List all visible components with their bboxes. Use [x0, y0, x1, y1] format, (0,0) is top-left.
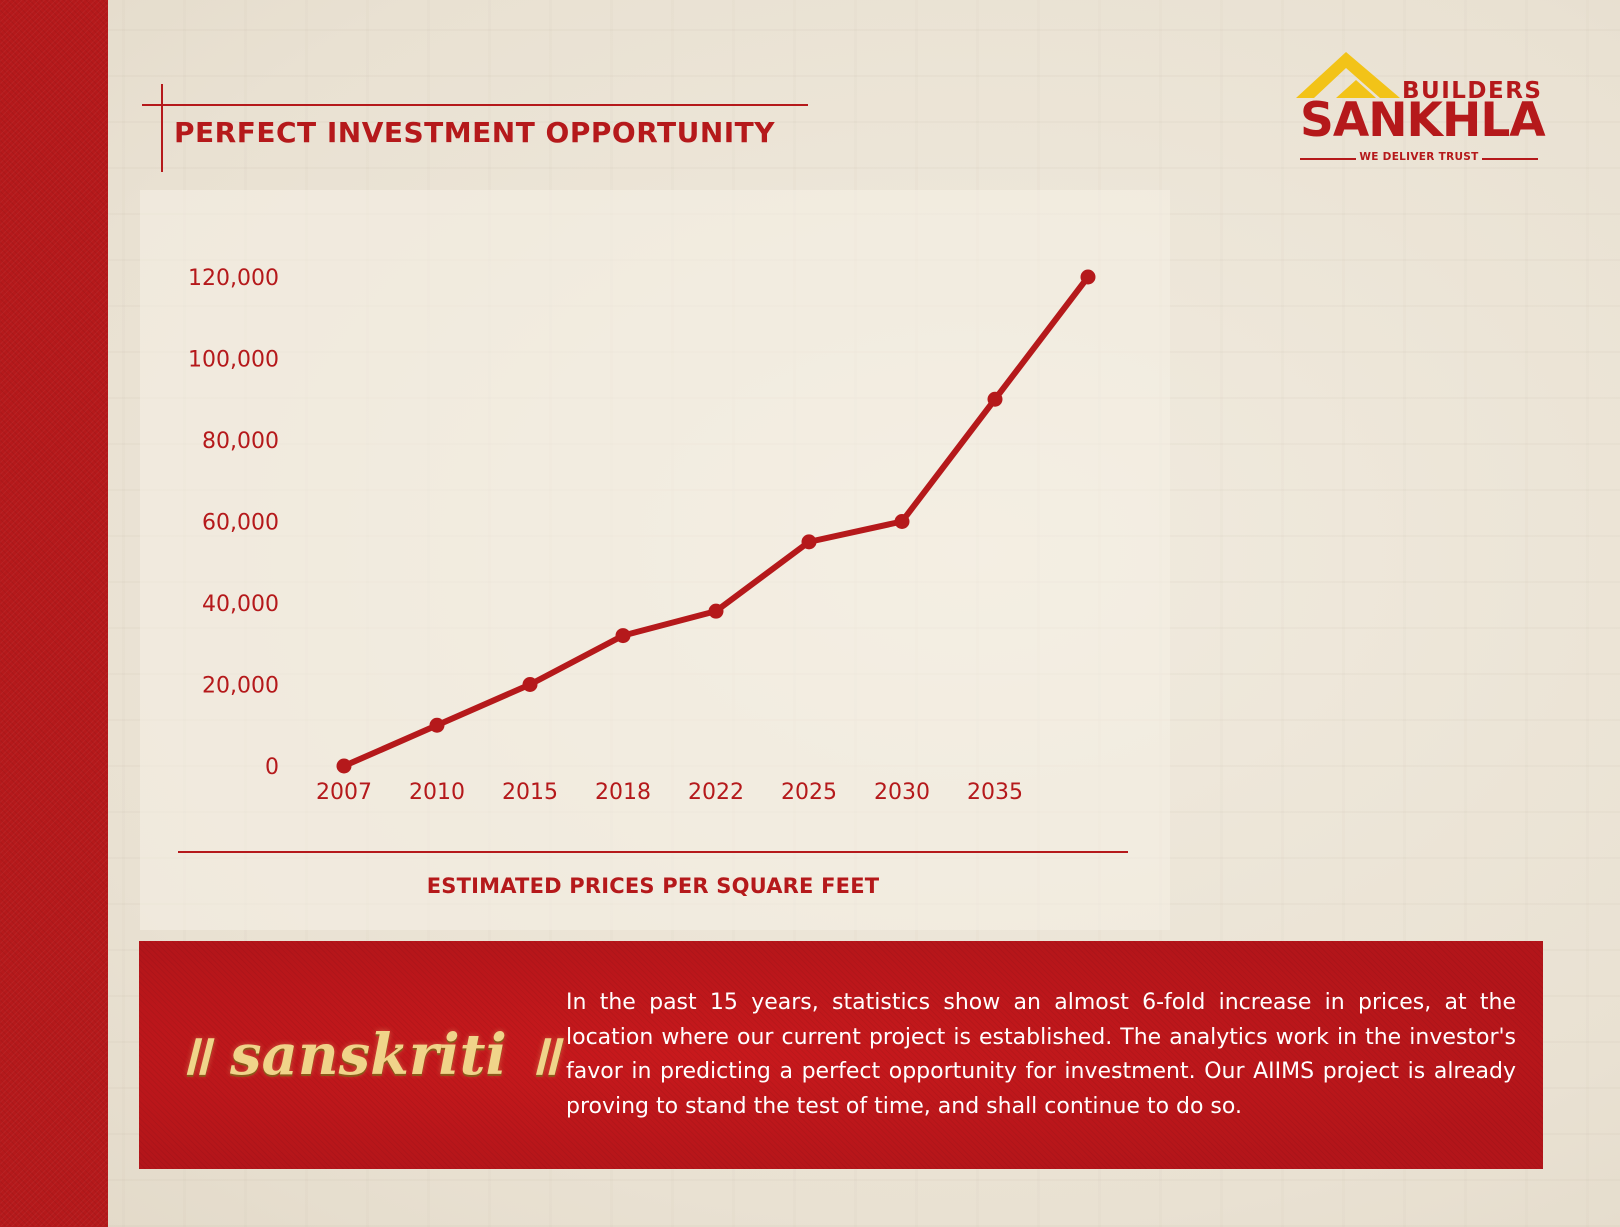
data-point [429, 717, 445, 733]
series-line [341, 274, 1091, 769]
logo-top-word: BUILDERS [1402, 78, 1543, 104]
logo-tagline: WE DELIVER TRUST [1359, 151, 1479, 163]
page-title: PERFECT INVESTMENT OPPORTUNITY [174, 116, 776, 149]
logo-name: SANKHLA [1300, 93, 1546, 148]
x-tick-label: 2025 [781, 780, 837, 805]
y-tick-label: 60,000 [202, 511, 279, 536]
chart-caption: ESTIMATED PRICES PER SQUARE FEET [426, 874, 880, 898]
sanskriti-brand-mark: ॥ sanskriti ॥ [177, 1022, 560, 1088]
x-tick-label: 2010 [409, 780, 465, 805]
data-point [1080, 269, 1096, 285]
chart-bottom-rule [178, 851, 1128, 853]
x-tick-label: 2035 [967, 780, 1023, 805]
left-red-strip [0, 0, 108, 1227]
y-tick-label: 20,000 [202, 674, 279, 699]
x-tick-label: 2015 [502, 780, 558, 805]
y-tick-label: 100,000 [188, 348, 279, 373]
data-point [522, 677, 538, 692]
roof-icon [1296, 52, 1400, 98]
logo-tagline-row: WE DELIVER TRUST [1300, 151, 1538, 165]
data-point [336, 758, 352, 774]
x-tick-label: 2022 [688, 780, 744, 805]
logo-tagline-rule-left [1300, 158, 1356, 160]
data-point [708, 603, 724, 619]
info-banner: ॥ sanskriti ॥ In the past 15 years, stat… [139, 941, 1543, 1169]
y-tick-label: 0 [265, 755, 279, 780]
y-tick-label: 40,000 [202, 592, 279, 617]
data-point [615, 628, 631, 644]
title-rule-horizontal [142, 104, 808, 106]
y-tick-label: 80,000 [202, 429, 279, 454]
x-tick-label: 2030 [874, 780, 930, 805]
banner-description: In the past 15 years, statistics show an… [566, 990, 1516, 1119]
title-rule-vertical [161, 84, 163, 172]
company-logo: BUILDERS SANKHLA WE DELIVER TRUST [1290, 50, 1546, 170]
x-tick-label: 2007 [316, 780, 372, 805]
x-tick-label: 2018 [595, 780, 651, 805]
y-tick-label: 120,000 [188, 266, 279, 291]
data-point [894, 514, 910, 529]
data-point [801, 534, 817, 550]
chart-panel [140, 190, 1170, 930]
logo-tagline-rule-right [1482, 158, 1538, 160]
data-point [987, 391, 1003, 407]
